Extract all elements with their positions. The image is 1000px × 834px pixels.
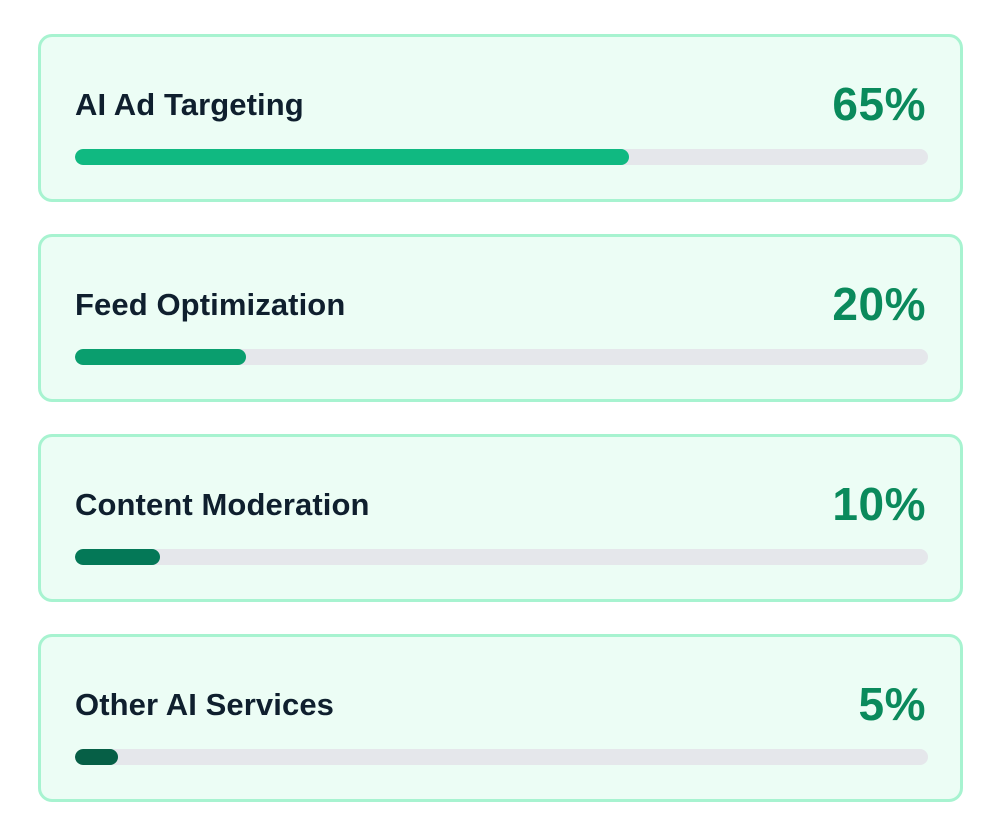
progress-fill	[75, 349, 246, 365]
category-label: Feed Optimization	[75, 287, 346, 322]
category-label: Content Moderation	[75, 487, 370, 522]
progress-track	[75, 149, 928, 165]
category-list: AI Ad Targeting 65% Feed Optimization 20…	[38, 34, 963, 834]
category-percent: 5%	[858, 678, 926, 730]
progress-track	[75, 349, 928, 365]
category-percent: 65%	[832, 78, 926, 130]
category-card-content-moderation: Content Moderation 10%	[38, 434, 963, 602]
progress-track	[75, 749, 928, 765]
progress-fill	[75, 149, 630, 165]
progress-track	[75, 549, 928, 565]
category-card-other-ai-services: Other AI Services 5%	[38, 634, 963, 802]
progress-fill	[75, 749, 118, 765]
category-card-feed-optimization: Feed Optimization 20%	[38, 234, 963, 402]
category-percent: 20%	[832, 278, 926, 330]
progress-fill	[75, 549, 161, 565]
category-percent: 10%	[832, 478, 926, 530]
category-label: Other AI Services	[75, 687, 335, 722]
category-label: AI Ad Targeting	[75, 87, 304, 122]
category-card-ad-targeting: AI Ad Targeting 65%	[38, 34, 963, 202]
